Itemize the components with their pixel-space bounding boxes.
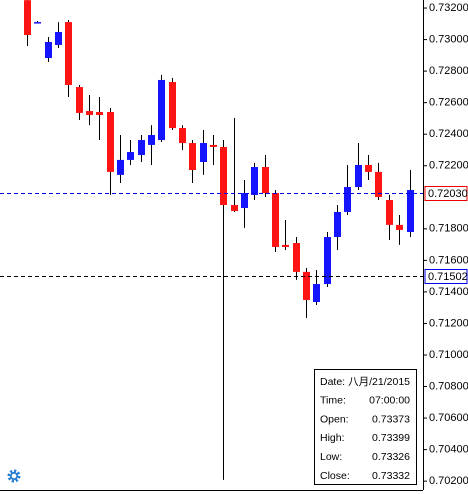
candle-body — [210, 144, 217, 147]
tooltip-value: 07:00:00 — [369, 395, 410, 407]
tooltip-label: High: — [320, 432, 345, 444]
candle-body — [365, 164, 372, 172]
candle-body — [138, 140, 145, 156]
settings-button[interactable] — [2, 464, 26, 488]
y-tick-label: 0.70200 — [429, 475, 468, 487]
candle-body — [65, 22, 72, 86]
candle-body — [179, 128, 186, 144]
candle-body — [86, 111, 93, 115]
candle-body — [355, 164, 362, 188]
tooltip-label: Date: — [320, 376, 345, 388]
candle-body — [303, 271, 310, 300]
candle-body — [169, 82, 176, 129]
candle-body — [107, 111, 114, 172]
price-label-box — [424, 269, 468, 284]
candle-body — [407, 190, 414, 232]
candle-body — [262, 167, 269, 194]
candle-body — [272, 193, 279, 247]
y-tick-label: 0.72600 — [429, 97, 468, 109]
candle-body — [375, 171, 382, 197]
y-tick-label: 0.72400 — [429, 128, 468, 140]
settings-bg[interactable] — [2, 464, 26, 488]
candle-body — [313, 284, 320, 303]
tooltip-value: 八月/21/2015 — [348, 376, 410, 388]
candle-body — [189, 143, 196, 171]
candle-body — [282, 244, 289, 247]
candle-body — [231, 205, 238, 212]
y-tick-label: 0.73000 — [429, 33, 468, 45]
candle-body — [96, 111, 103, 115]
gear — [9, 471, 19, 481]
candle-body — [148, 134, 155, 145]
price-label: 0.71502 — [428, 271, 468, 283]
candle-body — [34, 22, 41, 24]
y-tick-label: 0.71800 — [429, 223, 468, 235]
tooltip-box — [314, 369, 417, 485]
candle-body — [200, 143, 207, 162]
candle-body — [76, 87, 83, 113]
tooltip-value: 0.73399 — [372, 432, 410, 444]
tooltip-value: 0.73326 — [372, 451, 410, 463]
y-tick-label: 0.70800 — [429, 380, 468, 392]
y-tick-label: 0.71400 — [429, 286, 468, 298]
price-label: 0.72030 — [428, 188, 468, 200]
candle-body — [24, 0, 31, 36]
candle-body — [220, 146, 227, 206]
candle-body — [241, 193, 248, 209]
y-tick-label: 0.72800 — [429, 65, 468, 77]
candle-body — [45, 41, 52, 59]
candle-body — [396, 224, 403, 230]
candle-body — [55, 32, 62, 45]
gear-teeth — [7, 469, 21, 483]
candle-body — [127, 152, 134, 160]
y-tick-label: 0.71000 — [429, 349, 468, 361]
candle-body — [344, 187, 351, 212]
tooltip-label: Close: — [320, 470, 350, 482]
price-label-box — [424, 186, 468, 201]
tooltip-value: 0.73332 — [372, 470, 410, 482]
y-tick-label: 0.70400 — [429, 444, 468, 456]
candle-body — [251, 167, 258, 195]
y-tick-label: 0.70600 — [429, 412, 468, 424]
candle-body — [334, 211, 341, 238]
tooltip-label: Low: — [320, 451, 342, 463]
candle-body — [324, 237, 331, 285]
tooltip-value: 0.73373 — [372, 413, 410, 425]
y-tick-label: 0.71600 — [429, 254, 468, 266]
tooltip-label: Time: — [320, 395, 346, 407]
candle-body — [117, 159, 124, 175]
plot-area — [0, 0, 423, 480]
y-axis-labels: 0.73200 0.73000 0.72800 0.72600 0.72400 0.722… — [423, 2, 468, 487]
candle-body — [293, 243, 300, 272]
y-tick-label: 0.72200 — [429, 160, 468, 172]
tooltip-label: Open: — [320, 413, 349, 425]
candle-body — [386, 199, 393, 225]
y-tick-label: 0.71200 — [429, 317, 468, 329]
y-tick-label: 0.73200 — [429, 2, 468, 14]
candle-body — [158, 79, 165, 141]
